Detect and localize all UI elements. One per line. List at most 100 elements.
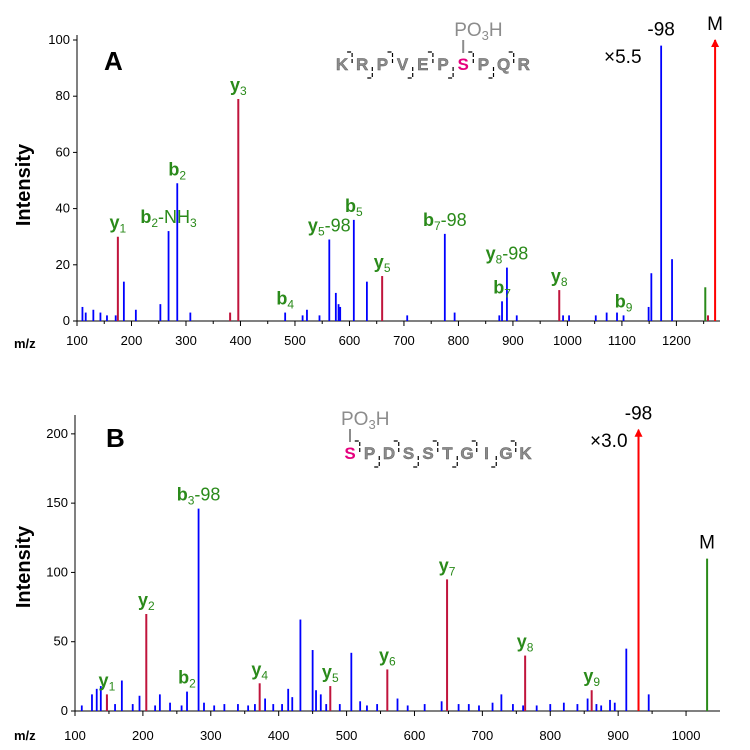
x-tick-label: 100	[66, 333, 88, 348]
ion-label: -98	[625, 404, 652, 425]
x-tick-label: 800	[448, 333, 470, 348]
ion-label: y5	[374, 252, 391, 275]
x-tick-label: 400	[230, 333, 252, 348]
sequence-residue: I	[484, 444, 489, 463]
y-tick-label: 20	[56, 257, 70, 272]
fragment-bracket	[471, 440, 478, 453]
x-tick-label: 100	[64, 728, 86, 743]
sequence-residue: G	[460, 444, 473, 463]
sequence-residue: G	[499, 444, 512, 463]
sequence-residue: R	[518, 55, 530, 74]
y-tick-label: 80	[56, 88, 70, 103]
x-tick-label: 800	[539, 728, 561, 743]
y-tick-label: 0	[61, 703, 68, 718]
fragment-bracket	[427, 51, 434, 64]
sequence-residue: Q	[497, 55, 510, 74]
chart-panel-B: 0 50 100 150 200 100 200 300 400 500 600 700 800 900 1…	[13, 404, 720, 743]
ion-label: y2	[138, 590, 155, 613]
sequence-residue: P	[437, 55, 448, 74]
sequence-residue: K	[519, 444, 532, 463]
fragment-bracket	[468, 51, 474, 64]
ion-label: b3-98	[177, 485, 221, 508]
ion-label: y1	[99, 670, 116, 693]
sequence-residue: R	[356, 55, 368, 74]
ion-label: b7-98	[423, 210, 467, 233]
fragment-bracket	[413, 455, 419, 468]
y-tick-label: 100	[48, 32, 70, 47]
sequence-residue: P	[377, 55, 388, 74]
fragment-bracket	[347, 51, 353, 64]
ion-label: b5	[345, 196, 363, 219]
panel-label: A	[104, 46, 123, 76]
x-tick-label: 900	[607, 728, 629, 743]
ion-label: b2	[168, 159, 186, 182]
sequence-residue: P	[364, 444, 375, 463]
fragment-bracket	[510, 440, 517, 453]
y-tick-label: 40	[56, 201, 70, 216]
ion-label: y8-98	[486, 244, 529, 267]
y-tick-label: 50	[54, 634, 68, 649]
sequence-residue: T	[442, 444, 453, 463]
sequence-residue: E	[417, 55, 428, 74]
fragment-bracket	[508, 51, 515, 64]
x-tick-label: 200	[132, 728, 154, 743]
ion-label: b7	[493, 277, 511, 300]
ion-label: y3	[230, 75, 247, 98]
x-axis-label: m/z	[14, 336, 36, 351]
ion-label: y9	[583, 666, 600, 689]
x-tick-label: 500	[336, 728, 358, 743]
x-tick-label: 1000	[672, 728, 701, 743]
sequence-residue: S	[344, 444, 355, 463]
fragment-bracket	[432, 440, 439, 453]
fragment-bracket	[367, 66, 373, 79]
sequence-residue: V	[397, 55, 409, 74]
x-tick-label: 500	[284, 333, 306, 348]
ion-label: y1	[110, 213, 127, 236]
ion-label: M	[699, 533, 715, 554]
fragment-bracket	[448, 66, 454, 79]
ion-label: y5-98	[308, 216, 351, 239]
ion-label: y5	[322, 662, 339, 685]
ion-label: y4	[251, 659, 268, 682]
x-tick-label: 1100	[608, 333, 636, 348]
x-tick-label: 400	[268, 728, 290, 743]
ion-label: y7	[439, 555, 456, 578]
ion-label: b2-NH3	[140, 207, 197, 230]
x-axis-label: m/z	[14, 728, 36, 743]
fragment-bracket	[393, 440, 400, 453]
ion-label: M	[707, 14, 723, 35]
ion-label: y8	[551, 266, 568, 289]
peak-arrowhead	[634, 428, 643, 437]
x-tick-label: 200	[121, 333, 143, 348]
x-tick-label: 1000	[553, 333, 582, 348]
fragment-bracket	[354, 440, 361, 453]
fragment-bracket	[407, 66, 414, 79]
x-tick-label: 700	[393, 333, 415, 348]
x-tick-label: 600	[339, 333, 361, 348]
fragment-bracket	[452, 455, 458, 468]
y-tick-label: 150	[46, 495, 68, 510]
y-axis-label: Intensity	[13, 525, 35, 608]
scale-note: ×3.0	[590, 431, 628, 452]
ion-label: y6	[379, 645, 396, 668]
peak-arrowhead	[711, 39, 720, 47]
y-tick-label: 60	[56, 144, 70, 159]
fragment-bracket	[374, 455, 380, 468]
phospho-label: PO3H	[341, 409, 389, 432]
y-tick-label: 100	[46, 564, 68, 579]
fragment-bracket	[491, 455, 497, 468]
phospho-label: PO3H	[454, 20, 502, 43]
ion-label: y8	[517, 632, 534, 655]
fragment-bracket	[488, 66, 495, 79]
y-tick-label: 0	[63, 313, 70, 328]
y-axis-label: Intensity	[13, 143, 35, 226]
sequence-residue: P	[478, 55, 489, 74]
x-tick-label: 300	[175, 333, 197, 348]
ion-label: b2	[178, 668, 196, 691]
sequence-residue: K	[336, 55, 349, 74]
sequence-residue: S	[403, 444, 414, 463]
sequence-residue: S	[422, 444, 433, 463]
